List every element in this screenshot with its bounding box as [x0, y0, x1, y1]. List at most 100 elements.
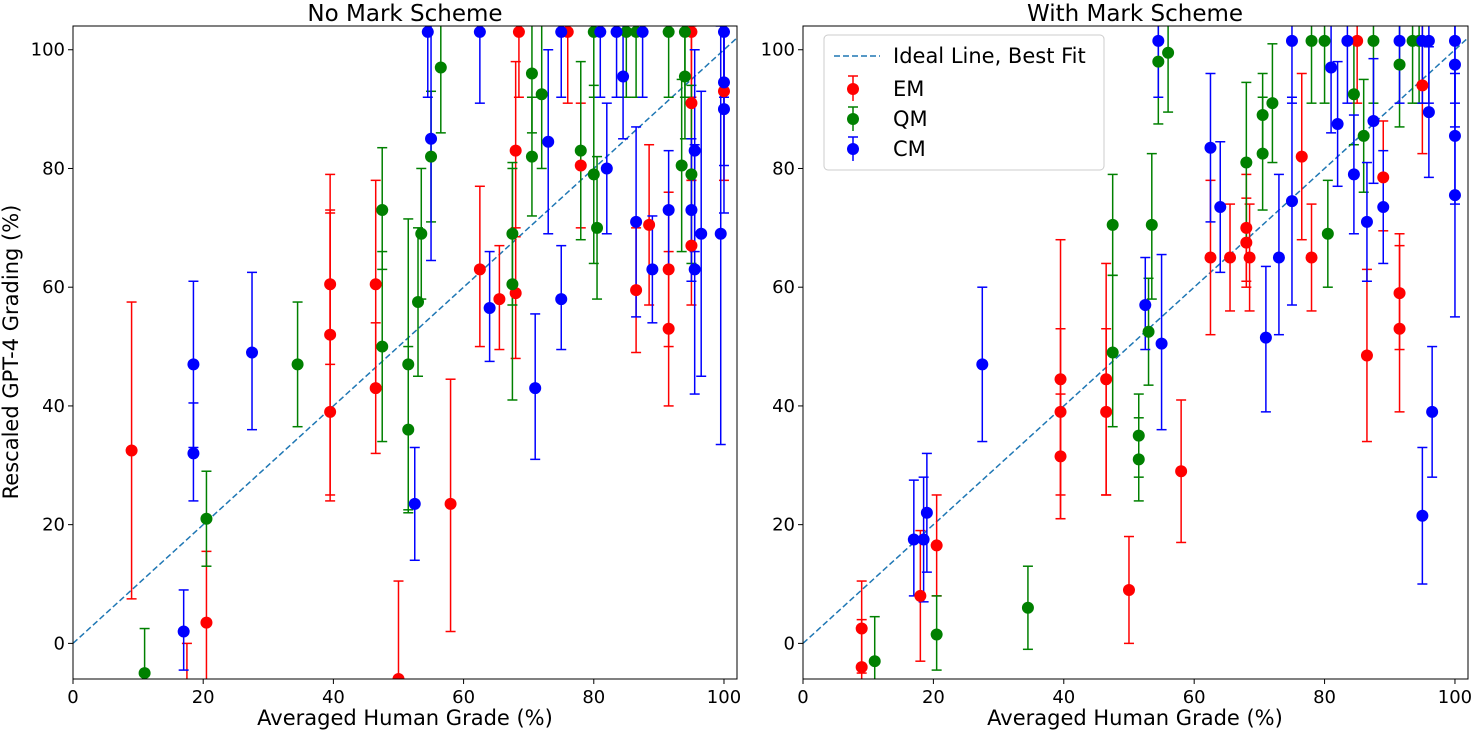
data-point	[630, 284, 643, 297]
data-point	[535, 88, 548, 101]
data-point	[1100, 405, 1113, 418]
data-point	[506, 278, 519, 291]
legend-label-em: EM	[893, 77, 924, 101]
data-point	[855, 622, 868, 635]
data-point	[512, 26, 525, 38]
data-point	[717, 76, 730, 89]
data-point	[1142, 325, 1155, 338]
data-point	[714, 227, 727, 240]
data-point	[1272, 251, 1285, 264]
data-point	[1132, 429, 1145, 442]
y-tick-label: 100	[31, 40, 65, 61]
data-point	[1285, 34, 1298, 47]
data-point	[643, 218, 656, 231]
data-point	[1377, 171, 1390, 184]
data-point	[425, 150, 438, 163]
y-ticks: 0 20 40 60 80 100	[761, 40, 803, 654]
panel-no-mark-scheme: No Mark Scheme 0 20 40 60 80 100 0 20 40 60 80 100…	[0, 1, 741, 730]
x-axis-label: Averaged Human Grade (%)	[987, 706, 1283, 730]
data-point	[610, 26, 623, 38]
legend-swatch-em	[847, 83, 859, 95]
x-tick-label: 60	[1183, 687, 1206, 708]
data-point	[1259, 331, 1272, 344]
data-point	[200, 616, 213, 629]
y-tick-label: 0	[784, 633, 795, 654]
data-point	[1357, 129, 1370, 142]
data-point	[421, 26, 434, 38]
data-point	[1305, 34, 1318, 47]
data-point	[1204, 141, 1217, 154]
data-point	[1367, 114, 1380, 127]
data-point	[246, 346, 259, 359]
data-point	[920, 506, 933, 519]
data-point	[685, 168, 698, 181]
data-point	[1305, 251, 1318, 264]
data-point	[1426, 405, 1439, 418]
y-tick-label: 80	[42, 158, 65, 179]
data-point	[1331, 117, 1344, 130]
reference-line-layer	[73, 37, 737, 644]
data-point	[506, 227, 519, 240]
data-point	[675, 159, 688, 172]
data-point	[187, 358, 200, 371]
points-layer	[125, 26, 730, 679]
panel-title: With Mark Scheme	[1027, 1, 1243, 27]
data-point	[717, 85, 730, 98]
data-point	[591, 221, 604, 234]
data-point	[1360, 349, 1373, 362]
data-point	[1448, 189, 1461, 202]
panel-with-mark-scheme: With Mark Scheme 0 20 40 60 80 100 0 20 40 60 80 1…	[761, 1, 1472, 730]
data-point	[930, 628, 943, 641]
x-tick-label: 20	[922, 687, 945, 708]
legend-swatch-cm	[847, 143, 859, 155]
data-point	[1122, 583, 1135, 596]
data-point	[1139, 299, 1152, 312]
data-point	[1054, 373, 1067, 386]
x-tick-label: 0	[797, 687, 808, 708]
data-point	[425, 132, 438, 145]
data-point	[493, 293, 506, 306]
data-point	[688, 144, 701, 157]
data-point	[717, 103, 730, 116]
data-point	[1321, 227, 1334, 240]
y-tick-label: 100	[761, 40, 795, 61]
data-point	[473, 263, 486, 276]
data-point	[1448, 129, 1461, 142]
data-point	[1256, 109, 1269, 122]
data-point	[434, 61, 447, 74]
y-tick-label: 80	[772, 158, 795, 179]
points-layer	[855, 34, 1461, 674]
data-point	[1393, 58, 1406, 71]
x-axis-label: Averaged Human Grade (%)	[257, 706, 553, 730]
y-tick-label: 60	[772, 277, 795, 298]
legend-label-ideal-line: Ideal Line, Best Fit	[893, 44, 1086, 68]
data-point	[542, 135, 555, 148]
data-point	[324, 328, 337, 341]
data-point	[695, 227, 708, 240]
legend: Ideal Line, Best Fit EM QM CM	[823, 34, 1105, 171]
data-point	[291, 358, 304, 371]
data-point	[685, 239, 698, 252]
legend-box	[823, 34, 1105, 171]
data-point	[138, 667, 151, 679]
data-point	[1360, 215, 1373, 228]
data-point	[402, 358, 415, 371]
data-point	[408, 497, 421, 510]
data-point	[1021, 601, 1034, 614]
plot-frame	[72, 25, 738, 680]
error-bars-layer	[126, 26, 729, 679]
panel-title: No Mark Scheme	[307, 1, 502, 27]
data-point	[483, 301, 496, 314]
data-point	[678, 26, 691, 38]
data-point	[1256, 147, 1269, 160]
data-point	[1393, 34, 1406, 47]
data-point	[662, 322, 675, 335]
legend-label-qm: QM	[893, 107, 928, 131]
data-point	[392, 673, 405, 679]
data-point	[1341, 34, 1354, 47]
x-ticks: 0 20 40 60 80 100	[67, 679, 741, 708]
data-point	[473, 26, 486, 38]
data-point	[187, 447, 200, 460]
data-point	[1152, 55, 1165, 68]
data-point	[1393, 287, 1406, 300]
